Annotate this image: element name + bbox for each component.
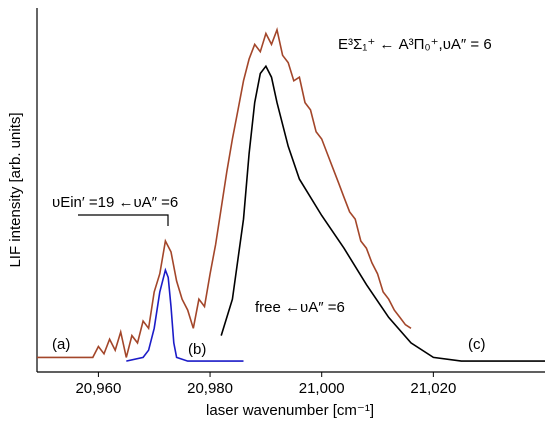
x-tick-label: 20,980 bbox=[187, 380, 233, 397]
annotation: υEin′ =19 ←υA″ =6 bbox=[52, 194, 178, 211]
x-axis-label: laser wavenumber [cm⁻¹] bbox=[206, 402, 374, 419]
bracket bbox=[78, 214, 169, 226]
series-line bbox=[37, 26, 412, 359]
x-tick-label: 20,960 bbox=[75, 380, 121, 397]
annotation: free ←υA″ =6 bbox=[255, 299, 345, 316]
series-line bbox=[126, 267, 244, 362]
annotation: E³Σ₁⁺ ← A³Π₀⁺,υA″ = 6 bbox=[338, 36, 492, 53]
series-line bbox=[220, 64, 545, 362]
annotation: (c) bbox=[468, 336, 486, 353]
x-tick-label: 21,020 bbox=[410, 380, 456, 397]
annotation: (b) bbox=[188, 341, 206, 358]
y-axis-label: LIF intensity [arb. units] bbox=[7, 112, 24, 267]
annotation: (a) bbox=[52, 336, 70, 353]
x-tick-label: 21,000 bbox=[299, 380, 345, 397]
